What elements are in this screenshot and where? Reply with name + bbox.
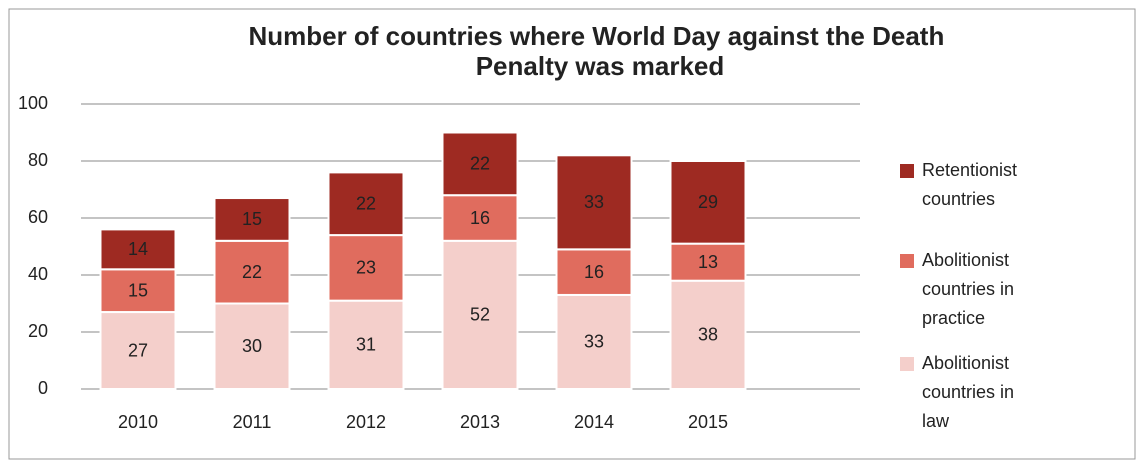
x-tick-label: 2014 xyxy=(574,412,614,432)
data-label: 33 xyxy=(584,192,604,212)
x-tick-label: 2010 xyxy=(118,412,158,432)
x-tick-label: 2012 xyxy=(346,412,386,432)
bar-segment xyxy=(555,154,633,251)
data-label: 29 xyxy=(698,192,718,212)
bar-segment xyxy=(555,248,633,296)
bar-segment xyxy=(99,228,177,271)
y-tick-label: 40 xyxy=(28,264,48,284)
y-tick-label: 20 xyxy=(28,321,48,341)
bar-segment xyxy=(669,160,747,245)
data-label: 30 xyxy=(242,336,262,356)
x-tick-label: 2011 xyxy=(233,412,272,432)
data-label: 22 xyxy=(356,194,376,214)
bar-segment xyxy=(441,131,519,197)
legend-swatch xyxy=(900,164,914,178)
legend-label: Abolitionist countries in law xyxy=(922,353,1019,431)
y-tick-label: 100 xyxy=(18,93,48,113)
bar-segment xyxy=(213,197,291,242)
bar-segment xyxy=(555,293,633,391)
x-tick-label: 2013 xyxy=(460,412,500,432)
bar-segment xyxy=(213,302,291,390)
data-label: 23 xyxy=(356,258,376,278)
bar-segment xyxy=(441,194,519,242)
data-label: 15 xyxy=(128,280,148,300)
bar-segment xyxy=(669,279,747,391)
bar-segment xyxy=(441,239,519,390)
bar-segment xyxy=(327,171,405,237)
data-label: 52 xyxy=(470,305,490,325)
data-label: 14 xyxy=(128,239,148,259)
chart-title: Number of countries where World Day agai… xyxy=(248,21,951,81)
legend-swatch xyxy=(900,254,914,268)
bar-segment xyxy=(213,239,291,305)
data-label: 22 xyxy=(470,154,490,174)
legend-label: Retentionist countries xyxy=(922,160,1022,209)
y-tick-label: 60 xyxy=(28,207,48,227)
data-label: 15 xyxy=(242,209,262,229)
bar-segment xyxy=(669,242,747,282)
data-label: 27 xyxy=(128,340,148,360)
data-label: 38 xyxy=(698,325,718,345)
legend-swatch xyxy=(900,357,914,371)
bar-segment xyxy=(327,299,405,390)
data-label: 33 xyxy=(584,332,604,352)
data-label: 16 xyxy=(584,262,604,282)
data-label: 16 xyxy=(470,208,490,228)
data-label: 31 xyxy=(356,335,376,355)
data-label: 22 xyxy=(242,262,262,282)
x-tick-label: 2015 xyxy=(688,412,728,432)
y-tick-label: 0 xyxy=(38,378,48,398)
legend-label: Abolitionist countries in practice xyxy=(922,250,1019,328)
y-tick-label: 80 xyxy=(28,150,48,170)
data-label: 13 xyxy=(698,252,718,272)
